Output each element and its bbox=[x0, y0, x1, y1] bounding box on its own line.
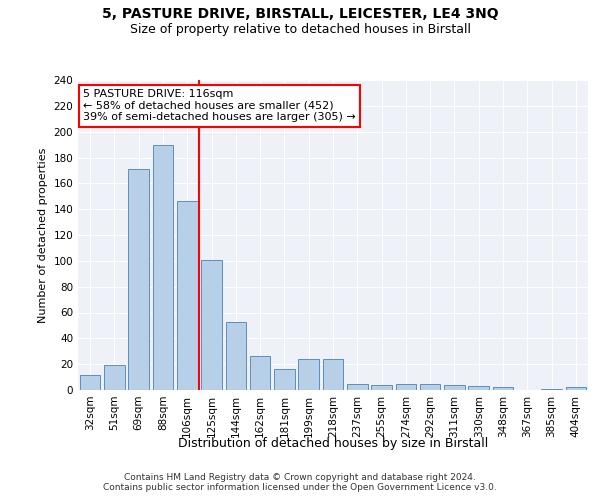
Bar bbox=[395, 384, 416, 390]
Bar bbox=[177, 202, 197, 390]
Bar bbox=[347, 384, 368, 390]
Y-axis label: Number of detached properties: Number of detached properties bbox=[38, 148, 48, 322]
Bar bbox=[323, 359, 343, 390]
Bar bbox=[152, 144, 173, 390]
Text: Size of property relative to detached houses in Birstall: Size of property relative to detached ho… bbox=[130, 22, 470, 36]
Bar bbox=[566, 388, 586, 390]
Bar bbox=[444, 385, 465, 390]
Bar bbox=[420, 384, 440, 390]
Text: 5, PASTURE DRIVE, BIRSTALL, LEICESTER, LE4 3NQ: 5, PASTURE DRIVE, BIRSTALL, LEICESTER, L… bbox=[101, 8, 499, 22]
Text: Distribution of detached houses by size in Birstall: Distribution of detached houses by size … bbox=[178, 438, 488, 450]
Bar bbox=[469, 386, 489, 390]
Bar bbox=[298, 359, 319, 390]
Text: 5 PASTURE DRIVE: 116sqm
← 58% of detached houses are smaller (452)
39% of semi-d: 5 PASTURE DRIVE: 116sqm ← 58% of detache… bbox=[83, 90, 356, 122]
Bar bbox=[371, 385, 392, 390]
Bar bbox=[128, 169, 149, 390]
Bar bbox=[493, 388, 514, 390]
Text: Contains HM Land Registry data © Crown copyright and database right 2024.
Contai: Contains HM Land Registry data © Crown c… bbox=[103, 473, 497, 492]
Bar bbox=[274, 370, 295, 390]
Bar bbox=[250, 356, 271, 390]
Bar bbox=[541, 388, 562, 390]
Bar bbox=[201, 260, 222, 390]
Bar bbox=[226, 322, 246, 390]
Bar bbox=[104, 366, 125, 390]
Bar bbox=[80, 374, 100, 390]
